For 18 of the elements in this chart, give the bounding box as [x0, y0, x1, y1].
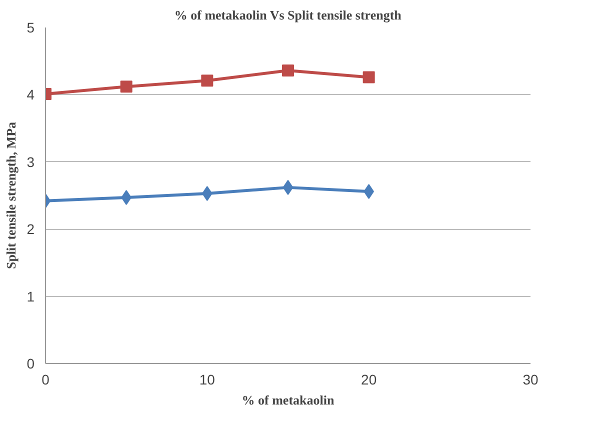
point — [120, 80, 132, 93]
y-tick-label: 4 — [26, 86, 35, 103]
chart-title: % of metakaolin Vs Split tensile strength — [174, 8, 402, 22]
y-tick-label: 3 — [26, 154, 35, 170]
y-tick-label: 1 — [26, 288, 35, 304]
y-tick-label: 5 — [26, 20, 35, 36]
y-tick-label: 2 — [26, 221, 35, 238]
x-tick-label: 0 — [42, 372, 50, 388]
point — [282, 180, 294, 195]
x-tick-label: 30 — [522, 372, 538, 388]
y-tick-label: 0 — [26, 356, 35, 372]
point — [282, 64, 294, 77]
x-tick-label: 10 — [199, 372, 216, 388]
point — [362, 71, 375, 84]
x-axis-title: % of metakaolin — [242, 392, 335, 408]
y-axis-title: Split tensile strength, MPa — [4, 121, 19, 270]
point — [201, 74, 214, 87]
x-tick-label: 20 — [361, 372, 377, 388]
